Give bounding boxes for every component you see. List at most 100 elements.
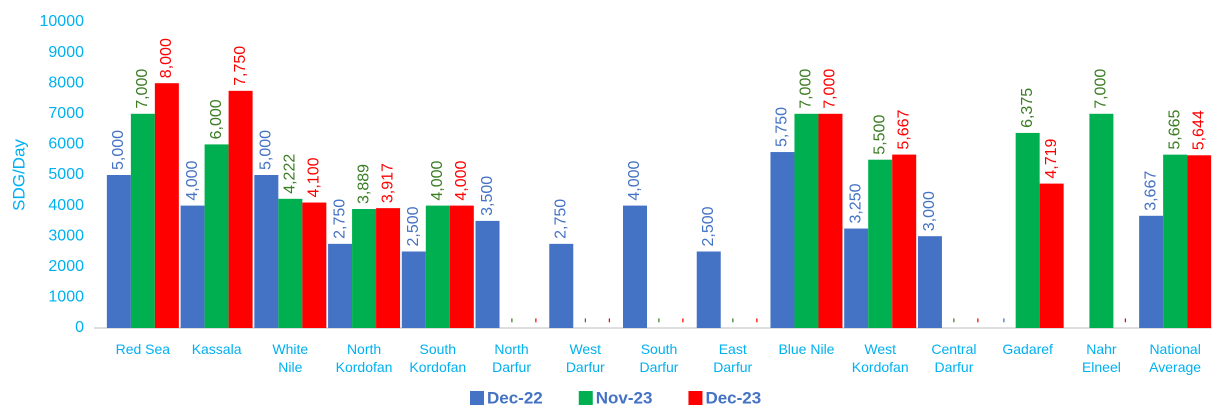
value-label: 4,000: [453, 160, 470, 200]
value-label: 3,917: [379, 163, 396, 203]
x-tick-label-line: Kordofan: [336, 359, 393, 375]
x-tick-label-line: Average: [1149, 359, 1201, 375]
y-axis-label: SDG/Day: [9, 139, 28, 211]
value-label: -: [945, 318, 962, 323]
value-label: 2,750: [331, 199, 348, 239]
value-label: 7,750: [232, 46, 249, 86]
value-label: -: [969, 318, 986, 323]
x-tick-label: West Kordofan: [852, 341, 909, 375]
value-label: 2,500: [405, 206, 422, 246]
value-label: 5,000: [258, 130, 275, 170]
bar: [475, 220, 500, 328]
x-tick-label: Gadaref: [1002, 341, 1053, 357]
legend-swatch: [688, 391, 703, 405]
bar: [794, 113, 819, 328]
x-tick-label-line: Kordofan: [409, 359, 466, 375]
legend-swatch: [578, 391, 593, 405]
bar: [844, 228, 869, 328]
legend-label: Nov-23: [596, 388, 653, 407]
bar: [1187, 155, 1212, 328]
x-tick-label-line: South: [420, 341, 457, 357]
bar: [1039, 183, 1064, 328]
x-tick-label-line: National: [1149, 341, 1200, 357]
value-label: -: [724, 318, 741, 323]
value-label: 5,665: [1166, 110, 1183, 150]
x-tick-label-line: Darfur: [640, 359, 679, 375]
x-tick-label: Kassala: [192, 341, 242, 357]
x-tick-label: North Darfur: [492, 341, 531, 375]
x-tick-label-line: Darfur: [566, 359, 605, 375]
value-label: -: [576, 318, 593, 323]
x-tick-label: North Kordofan: [336, 341, 393, 375]
bar: [328, 243, 353, 328]
x-tick-label-line: West: [864, 341, 896, 357]
bar: [228, 90, 253, 328]
value-label: 2,500: [700, 206, 717, 246]
y-tick-label: 9000: [48, 44, 84, 61]
y-tick-label: 0: [75, 319, 84, 336]
value-label: -: [995, 318, 1012, 323]
x-tick-label-line: Darfur: [713, 359, 752, 375]
y-tick-label: 7000: [48, 105, 84, 122]
bar: [302, 202, 327, 328]
x-tick-label-line: Elneel: [1082, 359, 1121, 375]
x-tick-label-line: Kassala: [192, 341, 242, 357]
value-label: 7,000: [822, 69, 839, 109]
value-label: 7,000: [1093, 69, 1110, 109]
bar: [1139, 215, 1164, 328]
x-tick-label-line: North: [347, 341, 381, 357]
bar: [376, 208, 401, 328]
bar: [352, 208, 377, 328]
x-tick-label-line: Darfur: [934, 359, 973, 375]
x-tick-label-line: Gadaref: [1002, 341, 1053, 357]
bar: [892, 154, 917, 328]
x-tick-label-line: Blue Nile: [778, 341, 834, 357]
value-label: 5,644: [1190, 110, 1207, 150]
y-tick-label: 2000: [48, 258, 84, 275]
bar: [254, 175, 279, 328]
value-label: 5,000: [110, 130, 127, 170]
bar: [1015, 132, 1040, 328]
y-tick-label: 8000: [48, 74, 84, 91]
value-label: 3,500: [479, 176, 496, 216]
x-tick-label: West Darfur: [566, 341, 605, 375]
value-label: -: [527, 318, 544, 323]
y-tick-label: 6000: [48, 136, 84, 153]
x-tick-label: White Nile: [272, 341, 308, 375]
bar: [401, 251, 426, 328]
x-tick-label-line: West: [569, 341, 601, 357]
bar: [549, 243, 574, 328]
bar: [180, 205, 205, 328]
bar: [1163, 154, 1188, 328]
x-tick-label: South Kordofan: [409, 341, 466, 375]
x-tick-label-line: White: [272, 341, 308, 357]
y-tick-label: 1000: [48, 289, 84, 306]
legend-label: Dec-23: [705, 388, 761, 407]
value-label: 4,719: [1043, 138, 1060, 178]
bar: [696, 251, 721, 328]
x-tick-label: South Darfur: [640, 341, 679, 375]
x-tick-label: Central Darfur: [931, 341, 976, 375]
value-label: 3,889: [355, 164, 372, 204]
x-tick-label: East Darfur: [713, 341, 752, 375]
x-tick-label-line: Nile: [278, 359, 302, 375]
value-label: -: [650, 318, 667, 323]
bar: [449, 205, 474, 328]
bar: [278, 198, 303, 328]
value-label: -: [600, 318, 617, 323]
bar: [425, 205, 450, 328]
bar: [917, 236, 942, 328]
x-tick-label-line: South: [641, 341, 678, 357]
bar: [868, 159, 893, 328]
value-label: 5,750: [774, 107, 791, 147]
value-label: 4,000: [184, 160, 201, 200]
x-tick-label-line: North: [494, 341, 528, 357]
value-label: -: [503, 318, 520, 323]
value-label: 4,222: [282, 154, 299, 194]
value-label: 4,000: [626, 160, 643, 200]
x-tick-label-line: East: [719, 341, 747, 357]
value-label: 7,000: [134, 69, 151, 109]
bar: [1089, 113, 1114, 328]
x-tick-label-line: Central: [931, 341, 976, 357]
